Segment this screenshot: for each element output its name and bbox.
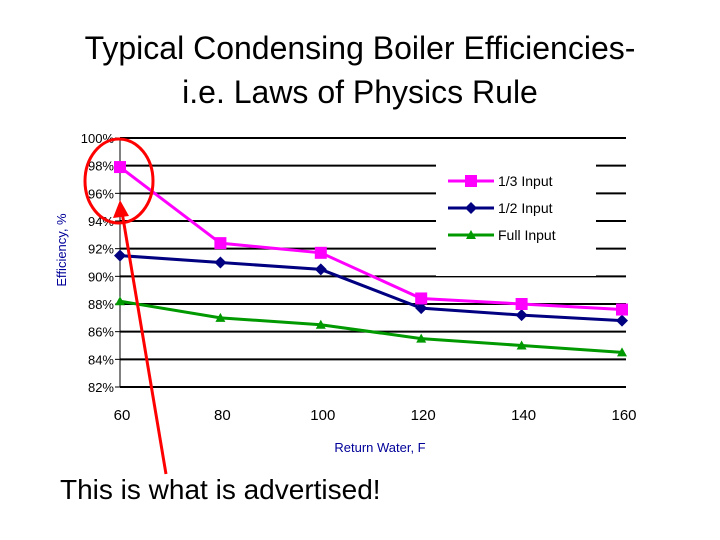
x-axis-title: Return Water, F [334, 440, 425, 455]
data-point [617, 347, 627, 357]
series-1-3-input [114, 161, 628, 316]
data-series [114, 161, 628, 357]
series-line [119, 299, 623, 354]
data-point [215, 312, 226, 322]
data-point [516, 340, 527, 350]
data-point [314, 263, 327, 276]
series-1-2-input [114, 249, 628, 327]
annotation-circle [83, 137, 155, 225]
data-point [315, 319, 326, 329]
y-tick-label: 82% [88, 380, 114, 395]
title-line-1: Typical Condensing Boiler Efficiencies- [84, 30, 636, 66]
legend-label: 1/3 Input [498, 173, 553, 189]
data-point [314, 246, 327, 259]
y-tick-label: 94% [88, 214, 114, 229]
data-point [616, 314, 628, 327]
axes: 100% 98% 96% 94% 92% 90% 88% 86% 84% 82%60 80 100 12… [54, 131, 637, 455]
y-tick-label: 92% [88, 242, 114, 257]
annotation [83, 137, 168, 475]
y-tick-label: 90% [88, 269, 114, 284]
data-point [214, 237, 227, 250]
x-tick-label: 160 [611, 407, 636, 424]
legend-label: 1/2 Input [498, 200, 553, 216]
legend-background [436, 158, 596, 276]
data-point [114, 249, 126, 262]
x-tick-label: 140 [511, 407, 536, 424]
y-tick-label: 96% [88, 186, 114, 201]
x-tick-label: 120 [411, 407, 436, 424]
x-tick-label: 100 [310, 407, 335, 424]
data-point [515, 298, 528, 310]
y-axis-title: Efficiency, % [54, 213, 69, 287]
legend: 1/3 Input 1/2 Input Full Input [436, 158, 596, 276]
y-tick-label: 100% [81, 131, 115, 146]
x-tick-label: 60 [114, 407, 131, 424]
legend-label: Full Input [498, 227, 556, 243]
series-full-input [115, 296, 627, 357]
legend-marker [466, 230, 476, 239]
title-line-2: i.e. Laws of Physics Rule [182, 74, 538, 110]
legend-marker [465, 202, 477, 214]
series-line [119, 165, 623, 312]
y-tick-label: 84% [88, 352, 114, 367]
y-tick-label: 86% [88, 325, 114, 340]
data-point [214, 256, 227, 269]
annotation-arrow-head [113, 200, 129, 218]
legend-marker [465, 175, 477, 187]
slide-title: Typical Condensing Boiler Efficiencies- … [0, 26, 720, 114]
data-point [416, 333, 427, 343]
data-point [115, 296, 125, 306]
data-point [114, 161, 126, 174]
series-line [119, 254, 623, 323]
data-point [415, 292, 428, 305]
x-tick-label: 80 [214, 407, 231, 424]
callout-text: This is what is advertised! [60, 474, 381, 505]
y-tick-label: 88% [88, 297, 114, 312]
data-point [415, 302, 428, 315]
data-point [515, 309, 528, 322]
y-tick-label: 98% [88, 159, 114, 174]
data-point [616, 303, 628, 316]
annotation-arrow-line [120, 211, 168, 475]
